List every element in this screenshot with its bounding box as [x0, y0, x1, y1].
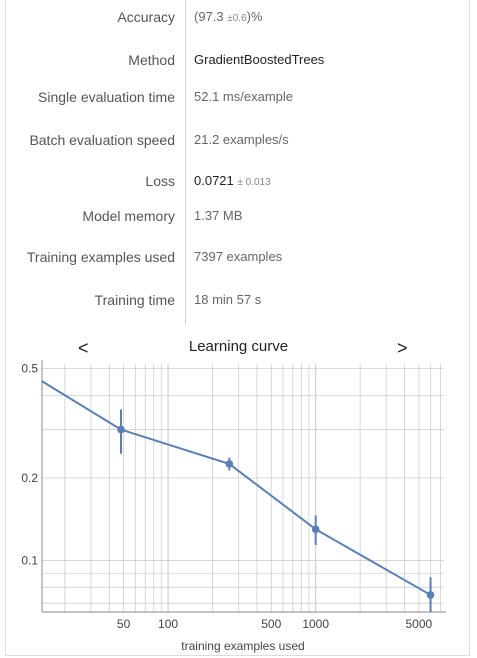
- column-divider: [185, 0, 186, 324]
- y-tick-label: 0.1: [21, 554, 38, 568]
- x-tick-label: 100: [158, 617, 178, 631]
- metric-row: Loss 0.0721 ± 0.013: [5, 168, 470, 198]
- metric-label: Model memory: [82, 208, 175, 224]
- chart-title: Learning curve: [188, 338, 289, 355]
- metric-row: Method GradientBoostedTrees: [5, 47, 470, 77]
- x-tick-label: 50: [117, 617, 131, 631]
- metric-label: Single evaluation time: [38, 89, 175, 105]
- metrics-table: Accuracy (97.3 ±0.6)% Method GradientBooste…: [5, 0, 470, 325]
- metric-row: Accuracy (97.3 ±0.6)%: [5, 4, 470, 34]
- metric-value: 7397 examples: [194, 249, 283, 264]
- metric-value: 52.1 ms/example: [194, 89, 293, 104]
- y-tick-label: 0.2: [21, 471, 38, 485]
- y-tick-label: 0.5: [21, 362, 38, 376]
- metric-value: 1.37 MB: [194, 208, 243, 223]
- metric-value: 18 min 57 s: [194, 292, 262, 307]
- metric-row: Training time 18 min 57 s: [5, 287, 470, 317]
- metric-row: Batch evaluation speed 21.2 examples/s: [5, 127, 470, 157]
- series-line: [41, 380, 432, 596]
- metric-label: Training time: [94, 292, 175, 308]
- metric-value: 21.2 examples/s: [194, 132, 289, 147]
- metric-label: Accuracy: [117, 9, 175, 25]
- panel-frame: [5, 0, 470, 656]
- metric-row: Model memory 1.37 MB: [5, 203, 470, 233]
- metric-value: 0.0721 ± 0.013: [194, 173, 271, 188]
- metric-label: Loss: [145, 173, 175, 189]
- data-point: [311, 525, 320, 534]
- data-point: [426, 591, 435, 599]
- previous-chart-button[interactable]: <: [78, 338, 89, 358]
- data-point: [117, 425, 125, 434]
- metric-value: (97.3 ±0.6)%: [194, 9, 263, 24]
- metric-label: Batch evaluation speed: [29, 132, 175, 148]
- metric-row: Single evaluation time 52.1 ms/example: [5, 84, 470, 114]
- x-tick-label: 5000: [406, 617, 433, 631]
- x-tick-label: 1000: [302, 617, 329, 631]
- learning-curve-chart: 50 100 500 1000 5000 0.1 0.2 0.5 training exampl…: [21, 360, 446, 653]
- metric-value: GradientBoostedTrees: [194, 52, 325, 67]
- x-tick-label: 500: [261, 617, 281, 631]
- data-point: [225, 460, 234, 468]
- x-axis-label: training examples used: [181, 639, 304, 653]
- metric-row: Training examples used 7397 examples: [5, 244, 470, 274]
- metric-label: Method: [128, 52, 175, 68]
- next-chart-button[interactable]: >: [397, 338, 408, 358]
- metric-label: Training examples used: [26, 249, 175, 265]
